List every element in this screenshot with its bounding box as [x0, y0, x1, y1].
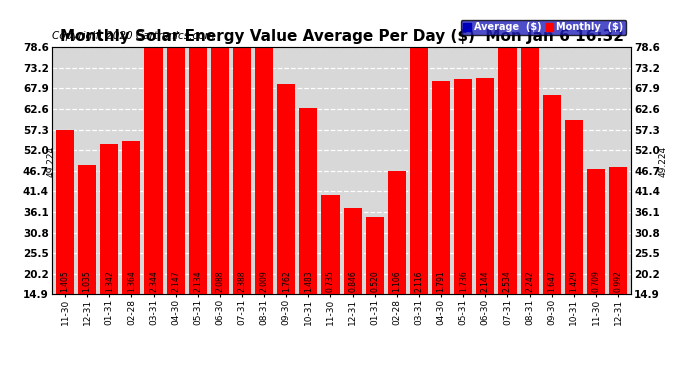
Text: 2.147: 2.147: [171, 271, 180, 292]
Text: 1.762: 1.762: [282, 271, 290, 292]
Bar: [277, 84, 295, 294]
Text: 0.709: 0.709: [591, 270, 600, 292]
Bar: [609, 167, 627, 294]
Text: 1.035: 1.035: [83, 271, 92, 292]
Bar: [100, 144, 119, 294]
Text: 2.242: 2.242: [525, 271, 534, 292]
Bar: [454, 79, 472, 294]
Bar: [366, 217, 384, 294]
Bar: [388, 171, 406, 294]
Title: Monthly Solar Energy Value Average Per Day ($)  Mon Jan 6 16:32: Monthly Solar Energy Value Average Per D…: [59, 29, 624, 44]
Text: 0.735: 0.735: [326, 270, 335, 292]
Bar: [299, 108, 317, 294]
Legend: Average  ($), Monthly  ($): Average ($), Monthly ($): [460, 20, 627, 35]
Bar: [233, 0, 251, 294]
Bar: [211, 48, 229, 294]
Text: 2.116: 2.116: [415, 271, 424, 292]
Text: 0.846: 0.846: [348, 271, 357, 292]
Text: 1.342: 1.342: [105, 271, 114, 292]
Bar: [344, 208, 362, 294]
Text: 1.364: 1.364: [127, 271, 136, 292]
Text: 2.009: 2.009: [259, 271, 268, 292]
Bar: [520, 21, 539, 294]
Bar: [410, 31, 428, 294]
Bar: [542, 96, 561, 294]
Text: 1.405: 1.405: [61, 271, 70, 292]
Bar: [322, 195, 339, 294]
Text: Copyright 2020 Cartronics.com: Copyright 2020 Cartronics.com: [52, 31, 215, 41]
Text: 49.224: 49.224: [47, 146, 56, 177]
Text: 1.429: 1.429: [569, 271, 578, 292]
Bar: [188, 32, 207, 294]
Bar: [78, 165, 96, 294]
Text: 2.534: 2.534: [503, 271, 512, 292]
Text: 1.791: 1.791: [437, 271, 446, 292]
Text: 2.388: 2.388: [237, 271, 246, 292]
Bar: [144, 6, 163, 294]
Text: 2.344: 2.344: [149, 271, 158, 292]
Bar: [122, 141, 141, 294]
Text: 1.106: 1.106: [393, 271, 402, 292]
Bar: [498, 0, 517, 294]
Bar: [166, 37, 185, 294]
Bar: [564, 120, 583, 294]
Bar: [587, 169, 605, 294]
Text: 1.736: 1.736: [459, 271, 468, 292]
Bar: [56, 130, 74, 294]
Text: 2.134: 2.134: [193, 271, 202, 292]
Bar: [432, 81, 450, 294]
Text: 0.992: 0.992: [613, 271, 622, 292]
Text: 1.647: 1.647: [547, 271, 556, 292]
Text: 1.483: 1.483: [304, 271, 313, 292]
Text: 2.144: 2.144: [481, 271, 490, 292]
Text: 2.088: 2.088: [215, 271, 224, 292]
Text: 0.520: 0.520: [371, 271, 380, 292]
Bar: [255, 46, 273, 294]
Bar: [476, 78, 495, 294]
Text: 49.224: 49.224: [659, 146, 668, 177]
